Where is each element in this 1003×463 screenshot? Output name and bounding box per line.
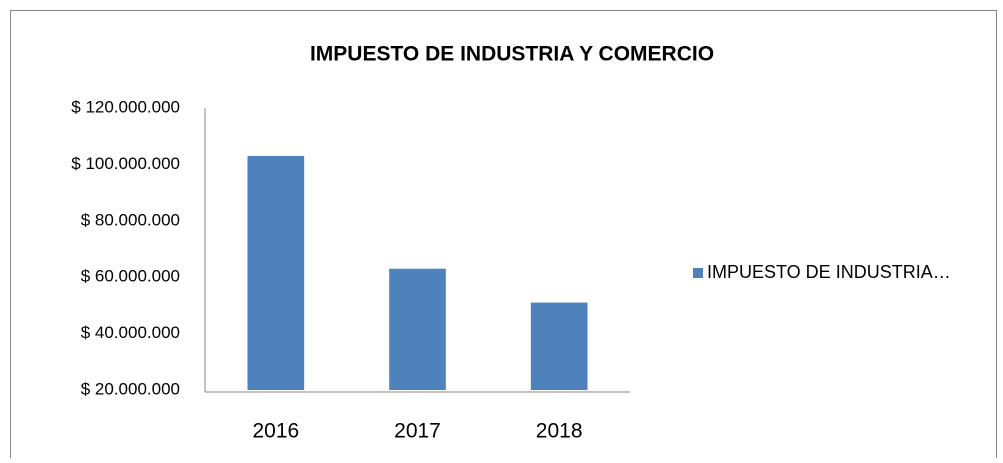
y-tick-label: $ 120.000.000 — [71, 97, 180, 116]
x-tick-label: 2017 — [394, 420, 441, 443]
legend-label: IMPUESTO DE INDUSTRIA… — [707, 262, 951, 282]
bar — [530, 302, 588, 390]
y-tick-label: $ 20.000.000 — [81, 379, 180, 398]
legend-swatch — [693, 268, 703, 278]
y-tick-label: $ 40.000.000 — [81, 323, 180, 342]
y-tick-label: $ 60.000.000 — [81, 267, 180, 286]
chart-title: IMPUESTO DE INDUSTRIA Y COMERCIO — [310, 43, 714, 66]
x-tick-label: 2018 — [536, 420, 583, 443]
chart-border — [10, 10, 997, 461]
bar — [247, 155, 305, 390]
y-tick-label: $ 100.000.000 — [71, 154, 180, 173]
y-tick-label: $ 80.000.000 — [81, 210, 180, 229]
x-tick-label: 2016 — [252, 420, 299, 443]
bar — [389, 268, 446, 390]
